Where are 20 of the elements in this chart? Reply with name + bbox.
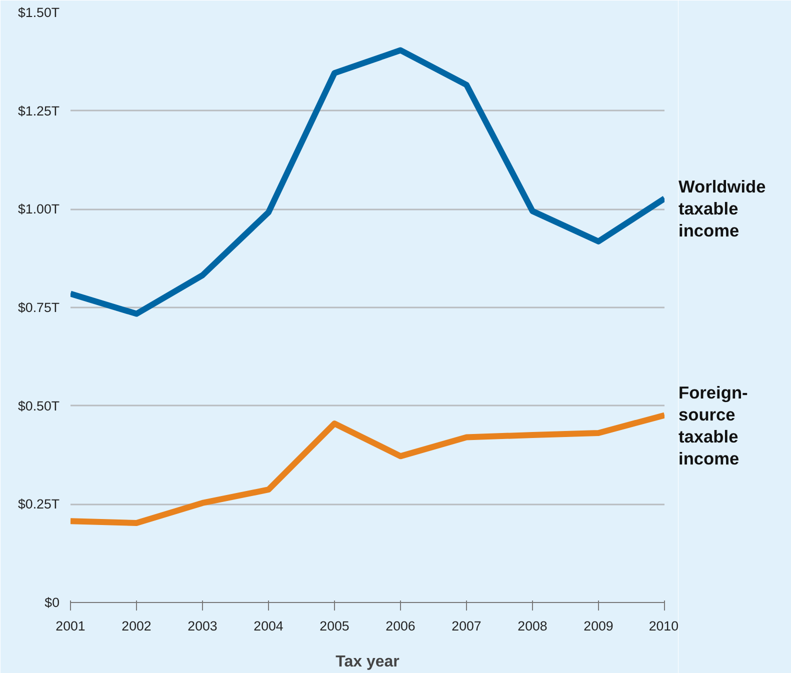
series-label: Worldwide taxable income [678, 176, 766, 241]
x-tick-label: 2006 [386, 618, 416, 634]
y-tick-label: $0.75T [18, 300, 60, 315]
x-tick-label: 2007 [452, 618, 482, 634]
x-tick-label: 2004 [254, 618, 284, 634]
series-label: Foreign-source taxable income [678, 382, 748, 468]
x-tick-label: 2005 [320, 618, 350, 634]
y-tick-label: $1.25T [18, 103, 60, 118]
x-tick-label: 2008 [518, 618, 548, 634]
x-tick-label: 2010 [648, 618, 679, 634]
y-tick-label: $0.50T [18, 398, 60, 414]
x-tick-label: 2003 [188, 618, 218, 634]
y-tick-label: $1.00T [18, 202, 60, 217]
x-axis-title: Tax year [336, 654, 400, 670]
x-tick-label: 2002 [122, 618, 152, 634]
x-tick-label: 2009 [584, 618, 614, 634]
x-tick-label: 2001 [56, 618, 86, 634]
y-tick-label: $0 [44, 595, 60, 610]
y-tick-label: $0.25T [18, 496, 60, 512]
y-tick-label: $1.50T [18, 5, 60, 20]
